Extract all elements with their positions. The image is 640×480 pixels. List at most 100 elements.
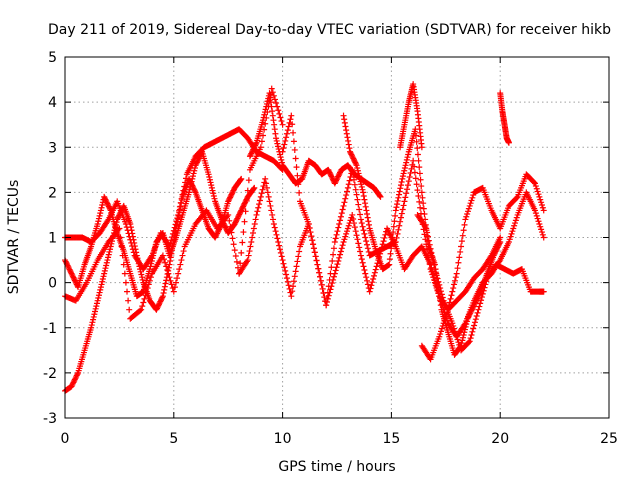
data-point bbox=[270, 117, 277, 124]
data-point bbox=[88, 324, 95, 331]
data-point bbox=[128, 239, 135, 246]
data-point bbox=[332, 267, 339, 274]
data-point bbox=[330, 245, 337, 252]
data-point bbox=[325, 166, 332, 173]
data-point bbox=[190, 185, 197, 192]
data-point bbox=[331, 180, 338, 187]
data-point bbox=[328, 264, 335, 271]
data-point bbox=[126, 306, 133, 313]
data-point bbox=[166, 261, 173, 268]
data-point bbox=[261, 109, 268, 116]
data-point bbox=[340, 239, 347, 246]
data-point bbox=[505, 239, 512, 246]
data-point bbox=[438, 291, 445, 298]
data-point bbox=[232, 219, 239, 226]
data-point bbox=[467, 308, 474, 315]
data-point bbox=[169, 230, 176, 237]
data-point bbox=[403, 156, 410, 163]
data-point bbox=[250, 229, 257, 236]
data-point bbox=[466, 202, 473, 209]
data-point bbox=[181, 183, 188, 190]
data-point bbox=[242, 208, 249, 215]
data-point bbox=[365, 218, 372, 225]
data-point bbox=[225, 211, 232, 218]
data-point bbox=[104, 257, 111, 264]
data-point bbox=[437, 285, 444, 292]
data-point bbox=[279, 257, 286, 264]
x-tick-label: 10 bbox=[274, 431, 292, 447]
data-point bbox=[373, 263, 380, 270]
data-point bbox=[124, 288, 131, 295]
data-point bbox=[276, 246, 283, 253]
data-point bbox=[292, 155, 299, 162]
data-point bbox=[191, 167, 198, 174]
data-point bbox=[338, 210, 345, 217]
data-point bbox=[327, 286, 334, 293]
data-point bbox=[245, 177, 252, 184]
data-point bbox=[168, 281, 175, 288]
data-point bbox=[260, 117, 267, 124]
data-point bbox=[71, 277, 78, 284]
data-point bbox=[326, 169, 333, 176]
data-point bbox=[350, 176, 357, 183]
data-point bbox=[466, 338, 473, 345]
data-point bbox=[237, 208, 244, 215]
data-point bbox=[266, 90, 273, 97]
data-point bbox=[495, 243, 502, 250]
data-point bbox=[476, 303, 483, 310]
data-point bbox=[418, 189, 425, 196]
data-point bbox=[238, 207, 245, 214]
data-point bbox=[106, 248, 113, 255]
data-point bbox=[340, 112, 347, 119]
data-point bbox=[70, 379, 77, 386]
data-point bbox=[228, 191, 235, 198]
data-point bbox=[327, 170, 334, 177]
x-tick-label: 15 bbox=[382, 431, 400, 447]
data-point bbox=[290, 129, 297, 136]
data-point bbox=[277, 249, 284, 256]
data-point bbox=[459, 334, 466, 341]
data-point bbox=[453, 270, 460, 277]
data-point bbox=[189, 175, 196, 182]
data-point bbox=[104, 217, 111, 224]
data-point bbox=[292, 268, 299, 275]
data-point bbox=[368, 282, 375, 289]
data-point bbox=[119, 252, 126, 259]
data-point bbox=[532, 183, 539, 190]
data-point bbox=[192, 162, 199, 169]
data-point bbox=[262, 120, 269, 127]
data-point bbox=[264, 189, 271, 196]
data-point bbox=[93, 303, 100, 310]
data-point bbox=[416, 164, 423, 171]
data-point bbox=[262, 175, 269, 182]
data-point bbox=[248, 149, 255, 156]
data-point bbox=[441, 317, 448, 324]
data-point bbox=[364, 277, 371, 284]
data-point bbox=[227, 194, 234, 201]
data-point bbox=[147, 274, 154, 281]
data-point bbox=[353, 162, 360, 169]
data-point bbox=[330, 251, 337, 258]
data-point bbox=[326, 276, 333, 283]
data-point bbox=[71, 377, 78, 384]
data-point bbox=[310, 241, 317, 248]
data-point bbox=[359, 223, 366, 230]
data-point bbox=[496, 240, 503, 247]
data-point bbox=[471, 300, 478, 307]
data-point bbox=[229, 188, 236, 195]
data-point bbox=[249, 234, 256, 241]
data-point bbox=[463, 321, 470, 328]
data-point bbox=[494, 244, 501, 251]
data-point bbox=[95, 292, 102, 299]
data-point bbox=[189, 173, 196, 180]
data-point bbox=[354, 236, 361, 243]
data-point bbox=[269, 89, 276, 96]
data-point bbox=[358, 183, 365, 190]
data-point bbox=[153, 306, 160, 313]
data-point bbox=[361, 196, 368, 203]
data-point bbox=[418, 183, 425, 190]
data-point bbox=[477, 300, 484, 307]
data-point bbox=[118, 243, 125, 250]
data-point bbox=[404, 154, 411, 161]
data-point bbox=[358, 256, 365, 263]
